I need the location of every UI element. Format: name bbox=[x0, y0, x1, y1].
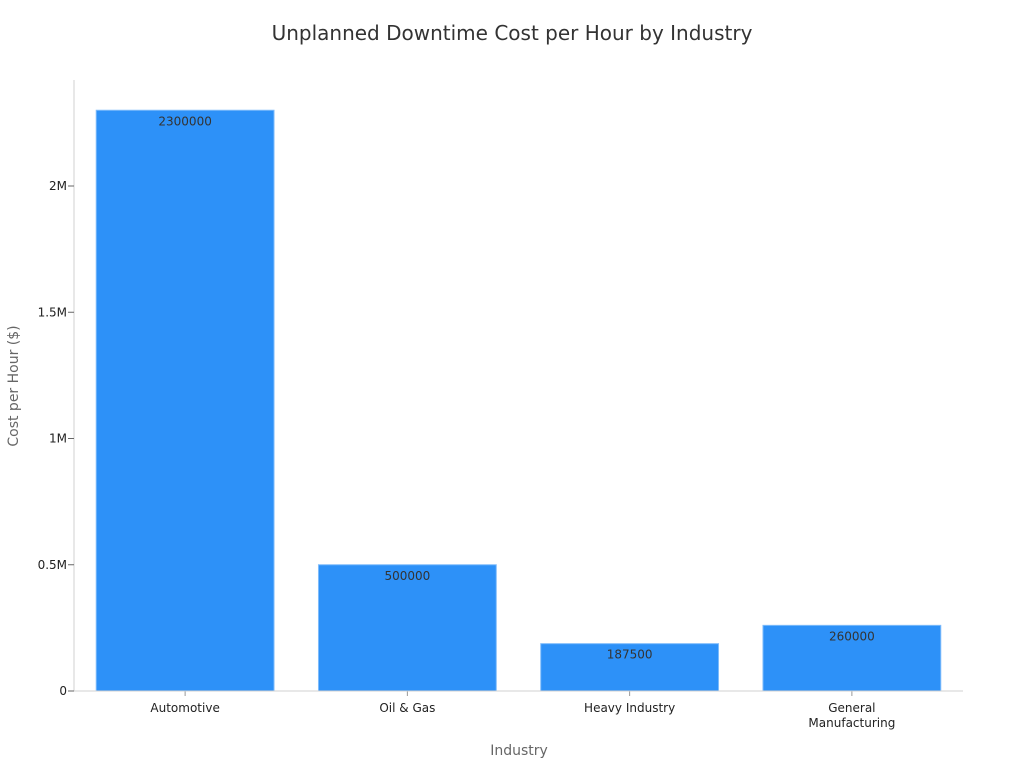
y-axis-label: Cost per Hour ($) bbox=[6, 325, 22, 446]
x-tick-label: Oil & Gas bbox=[379, 701, 435, 715]
y-tick-label: 0.5M bbox=[38, 558, 67, 572]
bar bbox=[540, 643, 720, 692]
data-label: 260000 bbox=[829, 629, 875, 643]
y-tick-label: 1.5M bbox=[38, 305, 67, 319]
bar bbox=[317, 564, 497, 692]
x-axis-label: Industry bbox=[490, 743, 548, 759]
bar bbox=[95, 109, 275, 692]
x-tick-label: Heavy Industry bbox=[584, 701, 675, 715]
y-tick-label: 1M bbox=[49, 432, 67, 446]
data-label: 500000 bbox=[384, 569, 430, 583]
y-tick-label: 2M bbox=[49, 179, 67, 193]
x-tick-label: Automotive bbox=[150, 701, 219, 715]
x-tick-label: General Manufacturing bbox=[808, 701, 895, 730]
data-label: 2300000 bbox=[158, 114, 211, 128]
chart-title: Unplanned Downtime Cost per Hour by Indu… bbox=[272, 21, 753, 45]
y-tick-label: 0 bbox=[59, 684, 67, 698]
data-label: 187500 bbox=[607, 648, 653, 662]
bar bbox=[762, 624, 942, 692]
